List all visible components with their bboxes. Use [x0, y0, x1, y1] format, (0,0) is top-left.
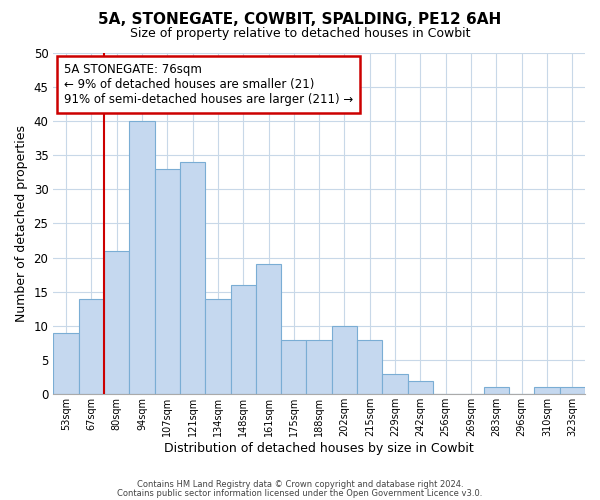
Bar	[484, 388, 509, 394]
Bar	[79, 298, 104, 394]
Bar	[104, 250, 129, 394]
Text: Contains HM Land Registry data © Crown copyright and database right 2024.: Contains HM Land Registry data © Crown c…	[137, 480, 463, 489]
Text: 5A STONEGATE: 76sqm
← 9% of detached houses are smaller (21)
91% of semi-detache: 5A STONEGATE: 76sqm ← 9% of detached hou…	[64, 63, 353, 106]
Text: 5A, STONEGATE, COWBIT, SPALDING, PE12 6AH: 5A, STONEGATE, COWBIT, SPALDING, PE12 6A…	[98, 12, 502, 28]
Bar	[230, 285, 256, 395]
Bar	[307, 340, 332, 394]
Text: Size of property relative to detached houses in Cowbit: Size of property relative to detached ho…	[130, 28, 470, 40]
Bar	[560, 388, 585, 394]
Bar	[129, 121, 155, 394]
X-axis label: Distribution of detached houses by size in Cowbit: Distribution of detached houses by size …	[164, 442, 474, 455]
Bar	[53, 333, 79, 394]
Bar	[535, 388, 560, 394]
Bar	[408, 380, 433, 394]
Bar	[205, 298, 230, 394]
Text: Contains public sector information licensed under the Open Government Licence v3: Contains public sector information licen…	[118, 488, 482, 498]
Bar	[256, 264, 281, 394]
Bar	[332, 326, 357, 394]
Bar	[382, 374, 408, 394]
Bar	[281, 340, 307, 394]
Bar	[357, 340, 382, 394]
Bar	[155, 168, 180, 394]
Bar	[180, 162, 205, 394]
Y-axis label: Number of detached properties: Number of detached properties	[15, 125, 28, 322]
